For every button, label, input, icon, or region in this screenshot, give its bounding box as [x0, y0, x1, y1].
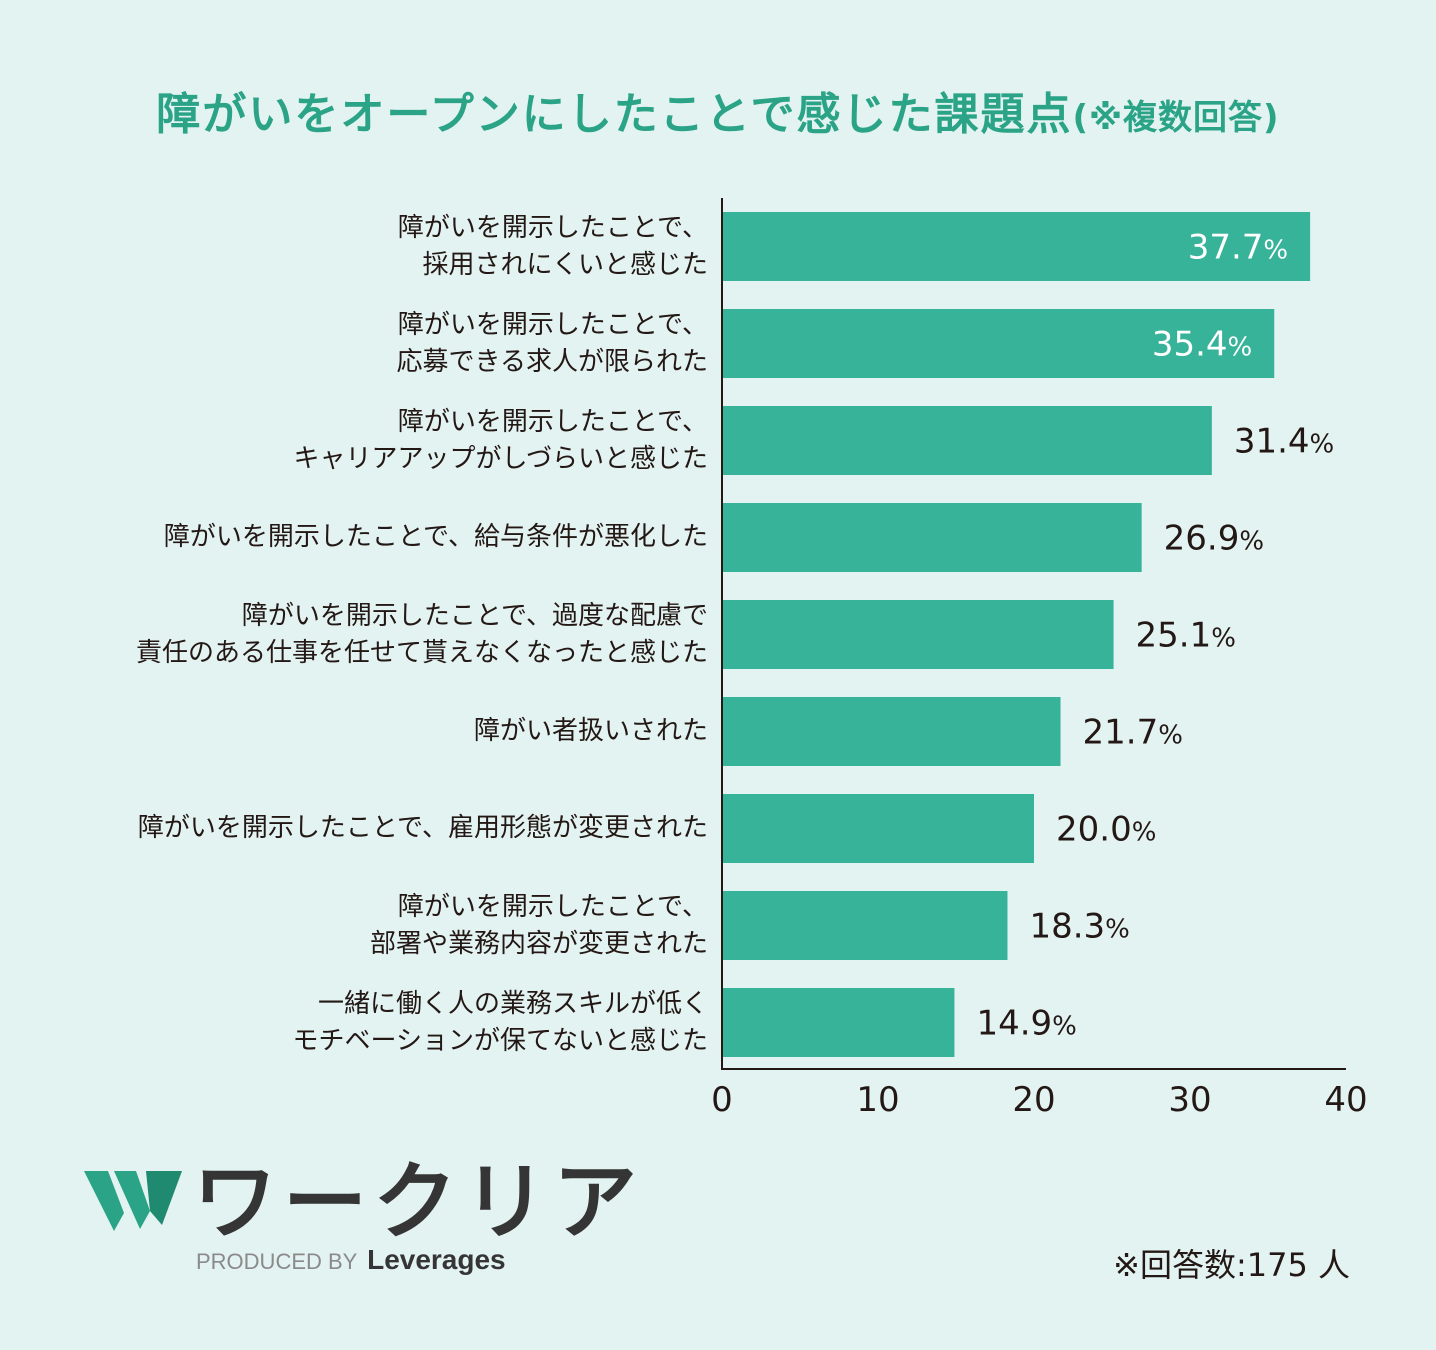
category-label-8: 障がいを開示したことで、部署や業務内容が変更された [370, 889, 708, 963]
bar-5 [722, 600, 1114, 669]
category-label-line: 障がいを開示したことで、 [397, 891, 708, 922]
category-label-line: 責任のある仕事を任せて貰えなくなったと感じた [135, 637, 708, 668]
chart-title-sub: (※複数回答) [1072, 98, 1280, 138]
category-label-line: キャリアアップがしづらいと感じた [293, 443, 708, 474]
bar-6 [722, 697, 1061, 766]
value-label-7: 20.0% [1056, 810, 1156, 850]
category-label-2: 障がいを開示したことで、 応募できる求人が限られた [397, 307, 708, 381]
value-label-3: 31.4% [1234, 422, 1334, 462]
category-label-1: 障がいを開示したことで、採用されにくいと感じた [398, 210, 708, 284]
produced-by: PRODUCED BY Leverages [196, 1244, 506, 1276]
respondent-count-note: ※回答数:175 人 [1113, 1246, 1350, 1284]
category-label-7: 障がいを開示したことで、雇用形態が変更された [138, 810, 708, 847]
value-label-5: 25.1% [1136, 616, 1236, 656]
category-label-3: 障がいを開示したことで、キャリアアップがしづらいと感じた [294, 404, 708, 478]
value-label-1: 37.7% [1188, 228, 1288, 268]
bar-2 [722, 309, 1275, 378]
category-label-line: 障がいを開示したことで、 [397, 212, 708, 243]
x-tick-label-10: 10 [856, 1080, 899, 1120]
chart-title-main: 障がいをオープンにしたことで感じた課題点 [156, 89, 1073, 140]
x-tick-label-30: 30 [1168, 1080, 1211, 1120]
category-label-line: モチベーションが保てないと感じた [292, 1025, 708, 1056]
x-tick-label-40: 40 [1324, 1080, 1367, 1120]
category-label-line: 応募できる求人が限られた [396, 346, 708, 377]
bar-9 [722, 988, 955, 1057]
bar-7 [722, 794, 1034, 863]
category-label-9: 一緒に働く人の業務スキルが低くモチベーションが保てないと感じた [293, 986, 708, 1060]
category-label-4: 障がいを開示したことで、給与条件が悪化した [164, 519, 708, 556]
workrea-logo-icon [84, 1171, 182, 1231]
bar-4 [722, 503, 1142, 572]
value-label-8: 18.3% [1029, 907, 1129, 947]
category-label-line: 障がいを開示したことで、過度な配慮で [241, 600, 708, 631]
category-label-line: 部署や業務内容が変更された [369, 928, 708, 959]
category-label-line: 障がい者扱いされた [473, 716, 708, 746]
chart-title: 障がいをオープンにしたことで感じた課題点(※複数回答) [0, 78, 1436, 142]
category-label-5: 障がいを開示したことで、過度な配慮で責任のある仕事を任せて貰えなくなったと感じた [136, 598, 708, 672]
x-tick-label-0: 0 [711, 1080, 733, 1120]
category-label-line: 障がいを開示したことで、 [397, 309, 708, 340]
category-label-line: 障がいを開示したことで、雇用形態が変更された [137, 813, 708, 843]
logo-text: ワークリア [193, 1153, 644, 1251]
value-label-6: 21.7% [1083, 713, 1183, 753]
value-label-2: 35.4% [1152, 325, 1252, 365]
company-name: Leverages [367, 1244, 506, 1275]
category-label-line: 障がいを開示したことで、 [397, 406, 708, 437]
bar-3 [722, 406, 1212, 475]
category-label-6: 障がい者扱いされた [474, 713, 708, 750]
value-label-9: 14.9% [976, 1004, 1076, 1044]
value-label-4: 26.9% [1164, 519, 1264, 559]
category-label-line: 障がいを開示したことで、給与条件が悪化した [163, 522, 708, 552]
bar-1 [722, 212, 1311, 281]
bar-chart: 37.7% 35.4% 31.4% 26.9% 25.1% 21.7% 20.0% 18.3%… [711, 198, 1368, 1120]
produced-by-label: PRODUCED BY [196, 1249, 357, 1274]
category-label-line: 採用されにくいと感じた [422, 249, 708, 280]
category-label-line: 一緒に働く人の業務スキルが低く [317, 988, 708, 1019]
x-tick-label-20: 20 [1012, 1080, 1055, 1120]
bar-8 [722, 891, 1008, 960]
